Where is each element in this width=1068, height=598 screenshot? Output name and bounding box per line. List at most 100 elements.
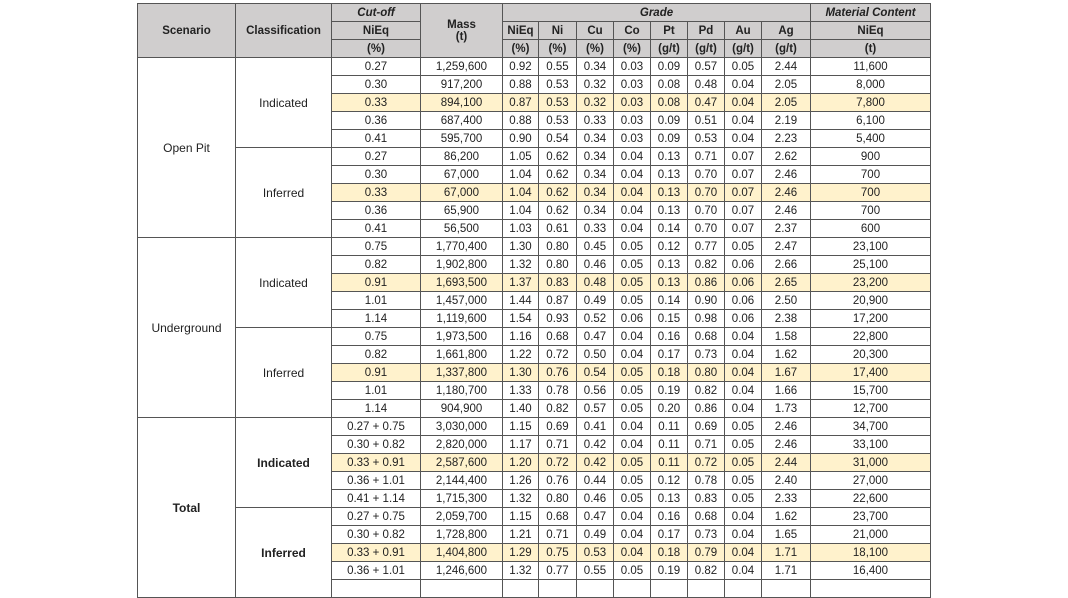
au-cell: 0.04 <box>724 381 762 400</box>
cu-cell: 0.34 <box>576 165 614 184</box>
co-cell: 0.04 <box>613 543 651 562</box>
ag-cell: 2.23 <box>761 129 811 148</box>
ni-cell: 0.54 <box>538 129 577 148</box>
au-cell: 0.07 <box>724 165 762 184</box>
cu-cell: 0.32 <box>576 75 614 94</box>
table-row: 1.01 1,457,000 1.44 0.87 0.49 0.05 0.14 0.90 0.0… <box>138 291 931 310</box>
ni-cell: 0.62 <box>538 201 577 220</box>
header-grade-unit: (g/t) <box>687 39 725 58</box>
pt-cell: 0.13 <box>650 165 688 184</box>
cutoff-cell: 0.30 + 0.82 <box>331 435 421 454</box>
cu-cell: 0.50 <box>576 345 614 364</box>
pd-cell: 0.70 <box>687 165 725 184</box>
header-classification: Classification <box>235 3 332 58</box>
mass-cell: 3,030,000 <box>420 417 503 436</box>
ag-cell: 2.46 <box>761 165 811 184</box>
header-grade-pd: Pd <box>687 21 725 40</box>
empty-cell <box>613 579 651 598</box>
co-cell: 0.05 <box>613 237 651 256</box>
cutoff-cell: 0.41 <box>331 219 421 238</box>
content-nieq-cell: 31,000 <box>810 453 931 472</box>
co-cell: 0.05 <box>613 399 651 418</box>
co-cell: 0.04 <box>613 219 651 238</box>
ag-cell: 1.73 <box>761 399 811 418</box>
header-grade-cu: Cu <box>576 21 614 40</box>
pd-cell: 0.83 <box>687 489 725 508</box>
table-row: Underground Indicated 0.75 1,770,400 1.30 0.8… <box>137 237 931 418</box>
pd-cell: 0.70 <box>687 201 725 220</box>
cutoff-cell: 0.82 <box>331 345 421 364</box>
mass-cell: 67,000 <box>420 165 503 184</box>
cu-cell: 0.34 <box>576 147 614 166</box>
header-grade-unit: (g/t) <box>761 39 811 58</box>
pd-cell: 0.73 <box>687 345 725 364</box>
pd-cell: 0.70 <box>687 183 725 202</box>
ag-cell: 2.44 <box>761 453 811 472</box>
table-row: Inferred 0.75 1,973,500 1.16 0.68 0.47 0.04 0.1… <box>138 327 931 418</box>
au-cell: 0.05 <box>724 237 762 256</box>
co-cell: 0.06 <box>613 309 651 328</box>
header-grade-co: Co <box>613 21 651 40</box>
ag-cell: 2.66 <box>761 255 811 274</box>
pt-cell: 0.18 <box>650 363 688 382</box>
au-cell: 0.06 <box>724 309 762 328</box>
cu-cell: 0.46 <box>576 489 614 508</box>
ag-cell: 2.37 <box>761 219 811 238</box>
au-cell: 0.04 <box>724 561 762 580</box>
co-cell: 0.04 <box>613 417 651 436</box>
cutoff-cell: 1.14 <box>331 399 421 418</box>
header-grade-au: Au <box>724 21 762 40</box>
cu-cell: 0.57 <box>576 399 614 418</box>
mass-cell: 2,144,400 <box>420 471 503 490</box>
ni-cell: 0.71 <box>538 435 577 454</box>
mass-cell: 2,059,700 <box>420 507 503 526</box>
au-cell: 0.06 <box>724 273 762 292</box>
au-cell: 0.04 <box>724 129 762 148</box>
empty-cell <box>576 579 614 598</box>
table-row: 1.14 1,119,600 1.54 0.93 0.52 0.06 0.15 0.98 0.0… <box>138 309 931 328</box>
content-nieq-cell: 6,100 <box>810 111 931 130</box>
ni-cell: 0.62 <box>538 183 577 202</box>
cutoff-cell: 1.01 <box>331 291 421 310</box>
cu-cell: 0.42 <box>576 435 614 454</box>
header-cutoff-unit: (%) <box>331 39 421 58</box>
resource-table: Scenario Classification Cut-off Mass (t) … <box>137 3 931 598</box>
scenario-cell: Underground <box>137 237 236 418</box>
co-cell: 0.05 <box>613 363 651 382</box>
nieq-cell: 0.88 <box>502 75 539 94</box>
pd-cell: 0.79 <box>687 543 725 562</box>
nieq-cell: 1.33 <box>502 381 539 400</box>
table-row: 0.30 + 0.82 1,728,800 1.21 0.71 0.49 0.04 0.17… <box>138 525 931 544</box>
resource-table-container: Scenario Classification Cut-off Mass (t) … <box>137 3 931 598</box>
co-cell: 0.05 <box>613 381 651 400</box>
pt-cell: 0.19 <box>650 561 688 580</box>
table-row: Open Pit Indicated 0.27 1,259,600 0.92 0.55 0.… <box>137 57 931 238</box>
content-nieq-cell: 18,100 <box>810 543 931 562</box>
au-cell: 0.05 <box>724 57 762 76</box>
ni-cell: 0.76 <box>538 363 577 382</box>
pd-cell: 0.47 <box>687 93 725 112</box>
ni-cell: 0.61 <box>538 219 577 238</box>
header-grade-ag: Ag <box>761 21 811 40</box>
co-cell: 0.03 <box>613 93 651 112</box>
header-grade-unit: (%) <box>502 39 539 58</box>
mass-cell: 1,180,700 <box>420 381 503 400</box>
ni-cell: 0.72 <box>538 453 577 472</box>
cutoff-cell: 0.30 + 0.82 <box>331 525 421 544</box>
header-grade-unit: (%) <box>576 39 614 58</box>
co-cell: 0.05 <box>613 489 651 508</box>
ni-cell: 0.87 <box>538 291 577 310</box>
cu-cell: 0.52 <box>576 309 614 328</box>
classification-cell: Indicated <box>235 417 332 508</box>
mass-cell: 1,973,500 <box>420 327 503 346</box>
mass-cell: 56,500 <box>420 219 503 238</box>
table-row: 1.14 904,900 1.40 0.82 0.57 0.05 0.20 0.86 0.04 1… <box>138 399 931 418</box>
content-nieq-cell: 900 <box>810 147 931 166</box>
au-cell: 0.04 <box>724 363 762 382</box>
ag-cell: 2.38 <box>761 309 811 328</box>
ni-cell: 0.71 <box>538 525 577 544</box>
co-cell: 0.04 <box>613 345 651 364</box>
cutoff-cell: 0.36 + 1.01 <box>331 471 421 490</box>
cu-cell: 0.45 <box>576 237 614 256</box>
mass-cell: 2,587,600 <box>420 453 503 472</box>
